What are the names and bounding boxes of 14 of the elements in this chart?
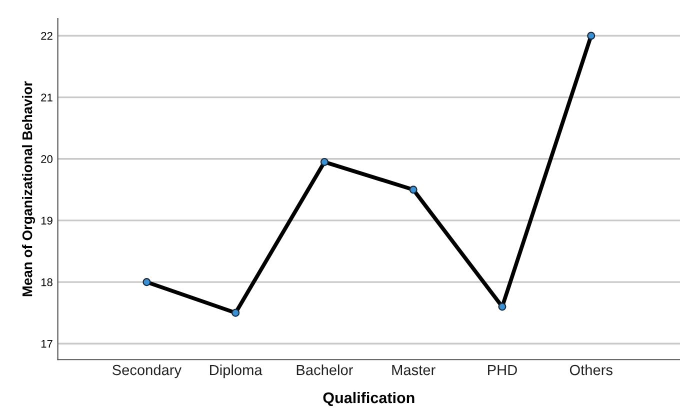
y-tick-label: 21 <box>41 94 52 102</box>
x-tick-label: Secondary <box>112 364 182 378</box>
x-tick-label: Others <box>570 364 612 376</box>
y-tick-label: 19 <box>41 216 52 225</box>
x-tick-label: Diploma <box>210 364 262 378</box>
y-tick-label: 17 <box>41 340 52 348</box>
y-tick-label: 22 <box>41 32 52 40</box>
x-axis-title: Qualification <box>323 392 414 406</box>
x-tick-label: Bachelor <box>296 364 353 376</box>
x-tick-label: Master <box>392 365 436 376</box>
y-tick-label: 20 <box>41 155 53 164</box>
y-tick-label: 18 <box>41 278 52 286</box>
y-axis-title: Mean of Organizational Behavior <box>22 81 36 296</box>
x-tick-label: PHD <box>488 365 517 376</box>
